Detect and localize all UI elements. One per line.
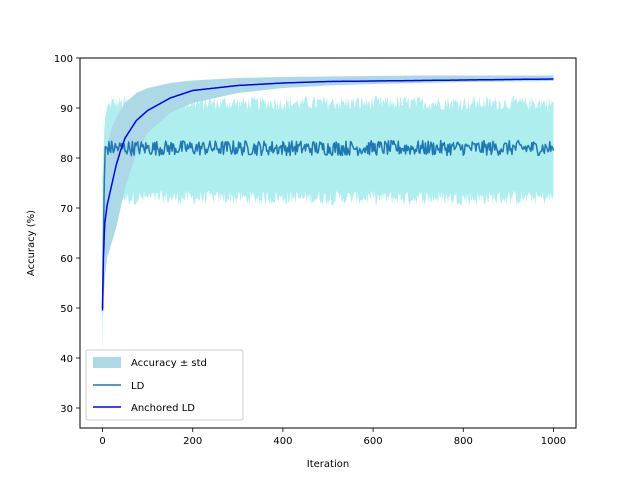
x-tick-label: 800 (454, 436, 473, 447)
x-axis-label: Iteration (307, 459, 349, 470)
series-line-anchored-ld (101, 78, 554, 311)
legend-label-band: Accuracy ± std (131, 358, 207, 369)
y-tick-label: 90 (60, 104, 73, 115)
y-tick-label: 70 (60, 204, 73, 215)
y-tick-label: 100 (54, 54, 73, 65)
y-axis-label: Accuracy (%) (26, 210, 37, 276)
legend-swatch-band (93, 357, 121, 368)
band-ld (102, 95, 554, 358)
legend-frame (85, 349, 244, 421)
plot-area (101, 75, 555, 358)
axes: Iteration Accuracy (%) (26, 57, 577, 470)
band-anchored-ld (102, 75, 554, 318)
series-line-ld (101, 139, 555, 309)
legend: Accuracy ± std LD Anchored LD (85, 349, 244, 421)
y-tick-label: 40 (60, 354, 73, 365)
axes-frame (79, 57, 577, 429)
ticks: 0 200 400 600 800 1000 30 40 50 60 70 80 90 100 (54, 54, 566, 447)
y-tick-label: 30 (60, 404, 73, 415)
y-tick-label: 60 (60, 254, 73, 265)
x-tick-label: 600 (364, 436, 383, 447)
y-tick-label: 50 (60, 304, 73, 315)
x-tick-label: 400 (273, 436, 292, 447)
x-tick-label: 200 (183, 436, 202, 447)
x-tick-label: 1000 (541, 436, 566, 447)
legend-label-anchored-ld: Anchored LD (131, 403, 195, 414)
legend-label-ld: LD (131, 381, 145, 392)
y-tick-label: 80 (60, 154, 73, 165)
x-tick-label: 0 (99, 436, 105, 447)
